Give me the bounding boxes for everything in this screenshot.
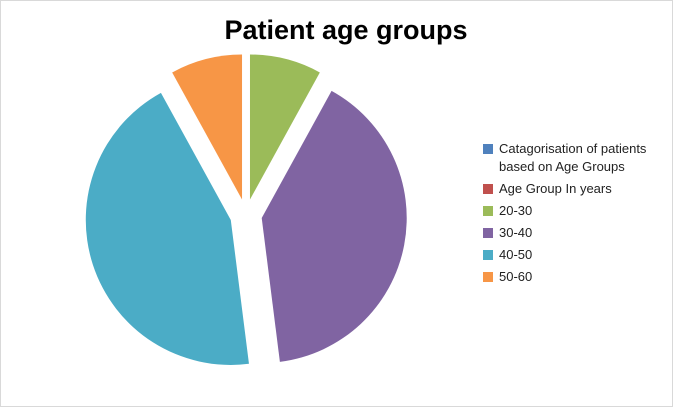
chart-title: Patient age groups (224, 15, 467, 45)
legend-label: 20-30 (499, 203, 533, 218)
legend-swatch (483, 228, 493, 238)
legend-label: 30-40 (499, 225, 533, 240)
legend-swatch (483, 250, 493, 260)
legend-item: 20-30 (483, 202, 663, 220)
legend-item: Age Group In years (483, 180, 663, 198)
pie-slice (172, 54, 243, 200)
pie-slice (261, 90, 407, 362)
legend-label: Catagorisation of patients based on Age … (499, 141, 647, 174)
pie-slice (249, 54, 320, 200)
pie-slice (85, 92, 249, 365)
legend-label: 40-50 (499, 247, 533, 262)
legend-label: Age Group In years (499, 181, 612, 196)
legend: Catagorisation of patients based on Age … (483, 140, 663, 290)
legend-item: 30-40 (483, 224, 663, 242)
legend-swatch (483, 206, 493, 216)
legend-label: 50-60 (499, 269, 533, 284)
legend-title: Catagorisation of patients based on Age … (483, 140, 663, 176)
legend-item: 50-60 (483, 268, 663, 286)
legend-item: 40-50 (483, 246, 663, 264)
legend-swatch (483, 272, 493, 282)
legend-swatch (483, 144, 493, 154)
legend-swatch (483, 184, 493, 194)
